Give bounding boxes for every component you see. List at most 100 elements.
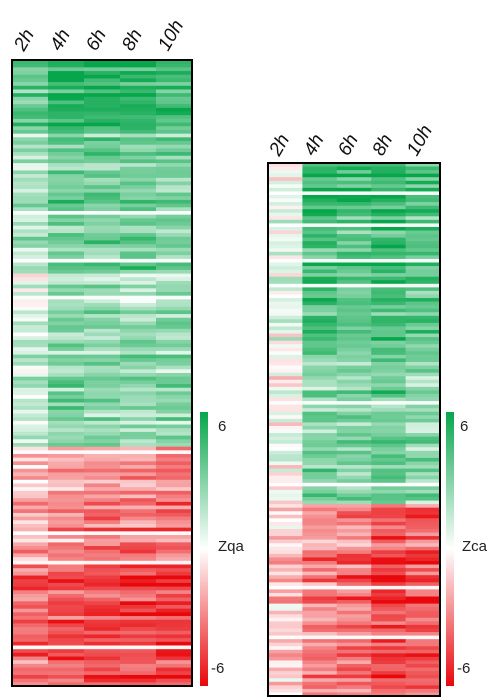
heatmap-cell bbox=[371, 568, 406, 573]
heatmap-cell bbox=[48, 538, 85, 543]
heatmap-cell bbox=[84, 225, 121, 230]
heatmap-cell bbox=[120, 247, 157, 252]
heatmap-cell bbox=[120, 196, 157, 201]
heatmap-cell bbox=[302, 248, 338, 253]
heatmap-cell bbox=[48, 479, 85, 484]
heatmap-cell bbox=[84, 82, 121, 87]
heatmap-cell bbox=[84, 579, 121, 584]
heatmap-cell bbox=[84, 612, 121, 617]
heatmap-cell bbox=[302, 671, 338, 676]
heatmap-cell bbox=[371, 369, 406, 374]
heatmap-cell bbox=[120, 597, 157, 602]
heatmap-cell bbox=[120, 166, 157, 171]
heatmap-cell bbox=[48, 196, 85, 201]
heatmap-cell bbox=[84, 641, 121, 646]
heatmap-cell bbox=[268, 226, 303, 231]
heatmap-cell bbox=[120, 303, 157, 308]
heatmap-cell bbox=[302, 312, 338, 317]
heatmap-cell bbox=[302, 685, 338, 690]
heatmap-cell bbox=[371, 479, 406, 484]
heatmap-cell bbox=[302, 294, 338, 299]
heatmap-cell bbox=[268, 209, 303, 214]
heatmap-cell bbox=[84, 152, 121, 157]
heatmap-cell bbox=[302, 408, 338, 413]
heatmap-cell bbox=[120, 181, 157, 186]
heatmap-cell bbox=[371, 681, 406, 686]
colorbar-right bbox=[446, 412, 454, 686]
heatmap-cell bbox=[156, 152, 193, 157]
heatmap-cell bbox=[84, 203, 121, 208]
heatmap-cell bbox=[156, 185, 193, 190]
heatmap-cell bbox=[336, 440, 372, 445]
heatmap-cell bbox=[48, 671, 85, 676]
heatmap-cell bbox=[12, 163, 49, 168]
heatmap-cell bbox=[268, 472, 303, 477]
heatmap-cell bbox=[120, 501, 157, 506]
heatmap-cell bbox=[156, 413, 193, 418]
heatmap-cell bbox=[84, 535, 121, 540]
heatmap-cell bbox=[371, 322, 406, 327]
heatmap-cell bbox=[84, 446, 121, 451]
heatmap-cell bbox=[48, 663, 85, 668]
heatmap-cell bbox=[156, 303, 193, 308]
heatmap-cell bbox=[336, 372, 372, 377]
heatmap-cell bbox=[156, 579, 193, 584]
heatmap-cell bbox=[371, 198, 406, 203]
heatmap-cell bbox=[371, 664, 406, 668]
heatmap-cell bbox=[12, 188, 49, 193]
heatmap-cell bbox=[268, 635, 303, 640]
heatmap-cell bbox=[405, 521, 441, 526]
heatmap-cell bbox=[302, 518, 338, 523]
heatmap-cell bbox=[336, 312, 372, 317]
heatmap-cell bbox=[371, 482, 406, 487]
heatmap-cell bbox=[156, 652, 193, 657]
heatmap-cell bbox=[268, 319, 303, 324]
colorbar-left-max-label: 6 bbox=[218, 418, 226, 435]
heatmap-cell bbox=[84, 465, 121, 470]
heatmap-cell bbox=[302, 443, 338, 448]
heatmap-cell bbox=[156, 619, 193, 624]
heatmap-cell bbox=[336, 489, 372, 494]
heatmap-cell bbox=[268, 393, 303, 398]
heatmap-cell bbox=[336, 198, 372, 203]
heatmap-cell bbox=[156, 317, 193, 322]
heatmap-cell bbox=[336, 358, 372, 363]
heatmap-cell bbox=[302, 429, 338, 434]
colorbar-right-min-label: -6 bbox=[457, 660, 470, 677]
heatmap-cell bbox=[120, 236, 157, 241]
heatmap-cell bbox=[302, 365, 338, 370]
heatmap-cell bbox=[268, 624, 303, 629]
heatmap-cell bbox=[405, 322, 441, 327]
heatmap-cell bbox=[84, 74, 121, 79]
heatmap-cell bbox=[48, 89, 85, 94]
heatmap-cell bbox=[156, 129, 193, 135]
heatmap-cell bbox=[268, 543, 303, 548]
heatmap-cell bbox=[84, 258, 121, 263]
heatmap-cell bbox=[12, 465, 49, 470]
heatmap-cell bbox=[268, 671, 303, 676]
heatmap-cell bbox=[336, 361, 372, 366]
heatmap-cell bbox=[84, 78, 121, 83]
heatmap-cell bbox=[84, 299, 121, 304]
heatmap-cell bbox=[48, 199, 85, 205]
heatmap-cell bbox=[120, 299, 157, 304]
heatmap-cell bbox=[120, 612, 157, 617]
heatmap-cell bbox=[12, 266, 49, 271]
heatmap-cell bbox=[84, 593, 121, 599]
heatmap-cell bbox=[302, 234, 338, 239]
heatmap-cell bbox=[156, 446, 193, 451]
heatmap-cell bbox=[302, 465, 338, 469]
heatmap-cell bbox=[405, 258, 441, 263]
heatmap-cell bbox=[12, 571, 49, 576]
heatmap-cell bbox=[336, 447, 372, 452]
heatmap-cell bbox=[84, 321, 121, 326]
heatmap-cell bbox=[156, 60, 193, 65]
heatmap-cell bbox=[120, 641, 157, 646]
heatmap-cell bbox=[405, 305, 441, 310]
heatmap-cell bbox=[336, 528, 372, 533]
heatmap-cell bbox=[371, 546, 406, 551]
heatmap-cell bbox=[302, 472, 338, 477]
heatmap-cell bbox=[12, 501, 49, 506]
heatmap-cell bbox=[120, 406, 157, 411]
heatmap-cell bbox=[336, 401, 372, 406]
